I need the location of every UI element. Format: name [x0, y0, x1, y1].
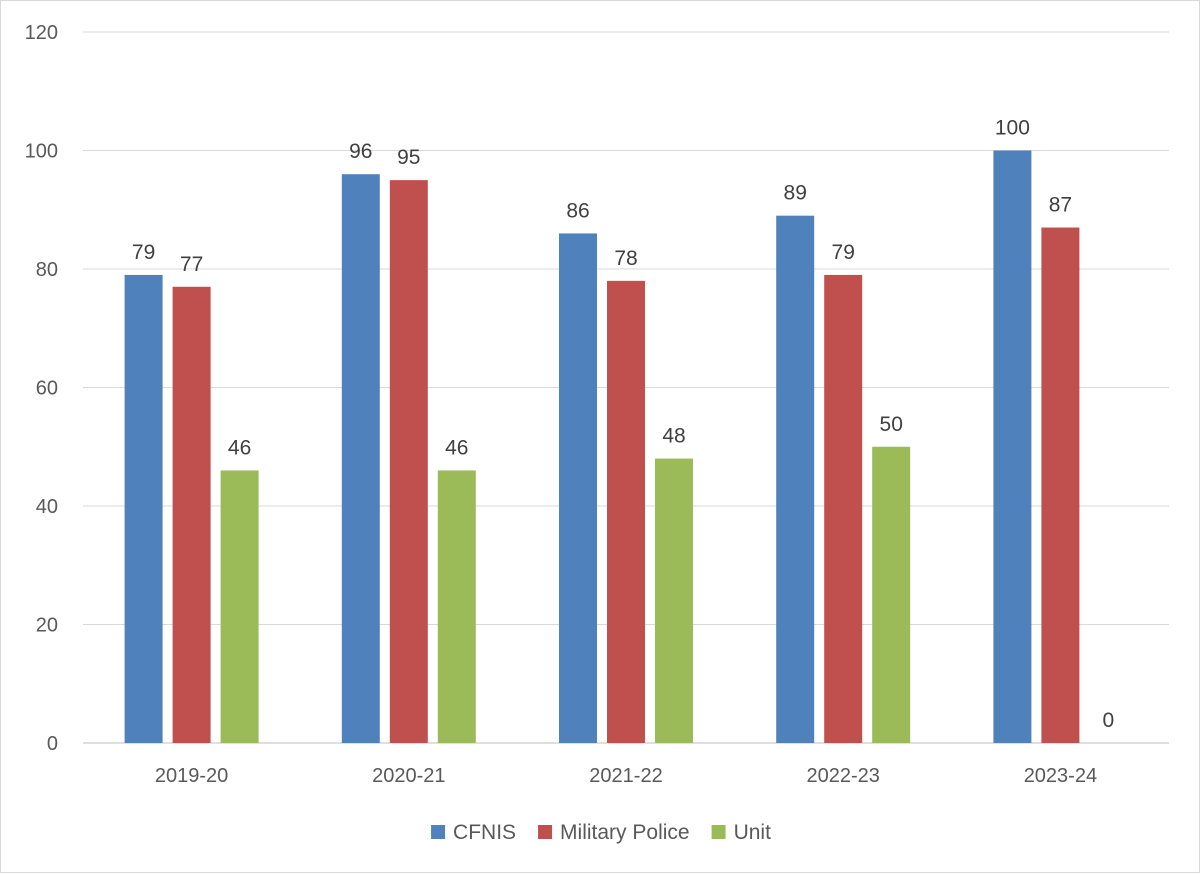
y-tick-label: 0: [47, 733, 58, 755]
x-axis-ticks: 2019-20 2020-21 2021-22 2022-23 2023-24: [155, 765, 1097, 787]
data-labels: 79 77 46 96 95 46 86 78 48 89 79 50 100 87 0: [132, 117, 1114, 733]
bar-military-police-2020-21: [389, 180, 428, 743]
bars: [124, 150, 1080, 744]
data-label: 48: [662, 425, 685, 448]
legend-swatch-unit: [711, 825, 726, 839]
y-tick-label: 20: [36, 615, 58, 637]
x-tick-label: 2022-23: [806, 765, 879, 787]
legend-label: CFNIS: [453, 821, 516, 844]
bar-military-police-2022-23: [824, 274, 863, 743]
y-tick-label: 100: [25, 141, 58, 163]
bar-military-police-2021-22: [607, 280, 645, 743]
legend-swatch-military-police: [538, 825, 553, 839]
x-tick-label: 2023-24: [1024, 765, 1097, 787]
data-label: 46: [228, 436, 251, 459]
bar-unit-2020-21: [437, 470, 476, 743]
bar-cfnis-2023-24: [993, 150, 1032, 743]
data-label: 100: [995, 117, 1030, 140]
y-tick-label: 120: [25, 22, 58, 44]
data-label: 87: [1049, 194, 1072, 217]
legend-label: Unit: [734, 821, 772, 844]
bar-military-police-2023-24: [1041, 227, 1080, 743]
data-label: 79: [832, 241, 855, 264]
data-label: 50: [880, 413, 903, 436]
bar-unit-2022-23: [872, 446, 911, 743]
legend-label: Military Police: [560, 821, 690, 844]
x-tick-label: 2019-20: [155, 765, 228, 787]
data-label: 95: [397, 146, 420, 169]
legend: CFNIS Military Police Unit: [431, 821, 771, 844]
data-label: 46: [445, 436, 468, 459]
y-tick-label: 80: [36, 259, 58, 281]
bar-cfnis-2021-22: [559, 233, 597, 743]
y-axis-ticks: 0 20 40 60 80 100 120: [25, 22, 58, 755]
bar-unit-2021-22: [655, 458, 693, 743]
bar-unit-2019-20: [220, 470, 259, 743]
x-tick-label: 2020-21: [372, 765, 445, 787]
data-label: 79: [132, 241, 155, 264]
bar-cfnis-2022-23: [776, 215, 815, 744]
data-label: 96: [349, 140, 372, 163]
data-label: 0: [1103, 709, 1115, 732]
bar-cfnis-2019-20: [124, 274, 163, 743]
data-label: 78: [614, 247, 637, 270]
y-tick-label: 40: [36, 496, 58, 518]
legend-swatch-cfnis: [431, 825, 446, 839]
bar-cfnis-2020-21: [341, 174, 380, 743]
data-label: 77: [180, 253, 203, 276]
data-label: 89: [784, 182, 807, 205]
x-tick-label: 2021-22: [589, 765, 662, 787]
y-tick-label: 60: [36, 378, 58, 400]
data-label: 86: [566, 199, 589, 222]
bar-military-police-2019-20: [172, 286, 211, 743]
